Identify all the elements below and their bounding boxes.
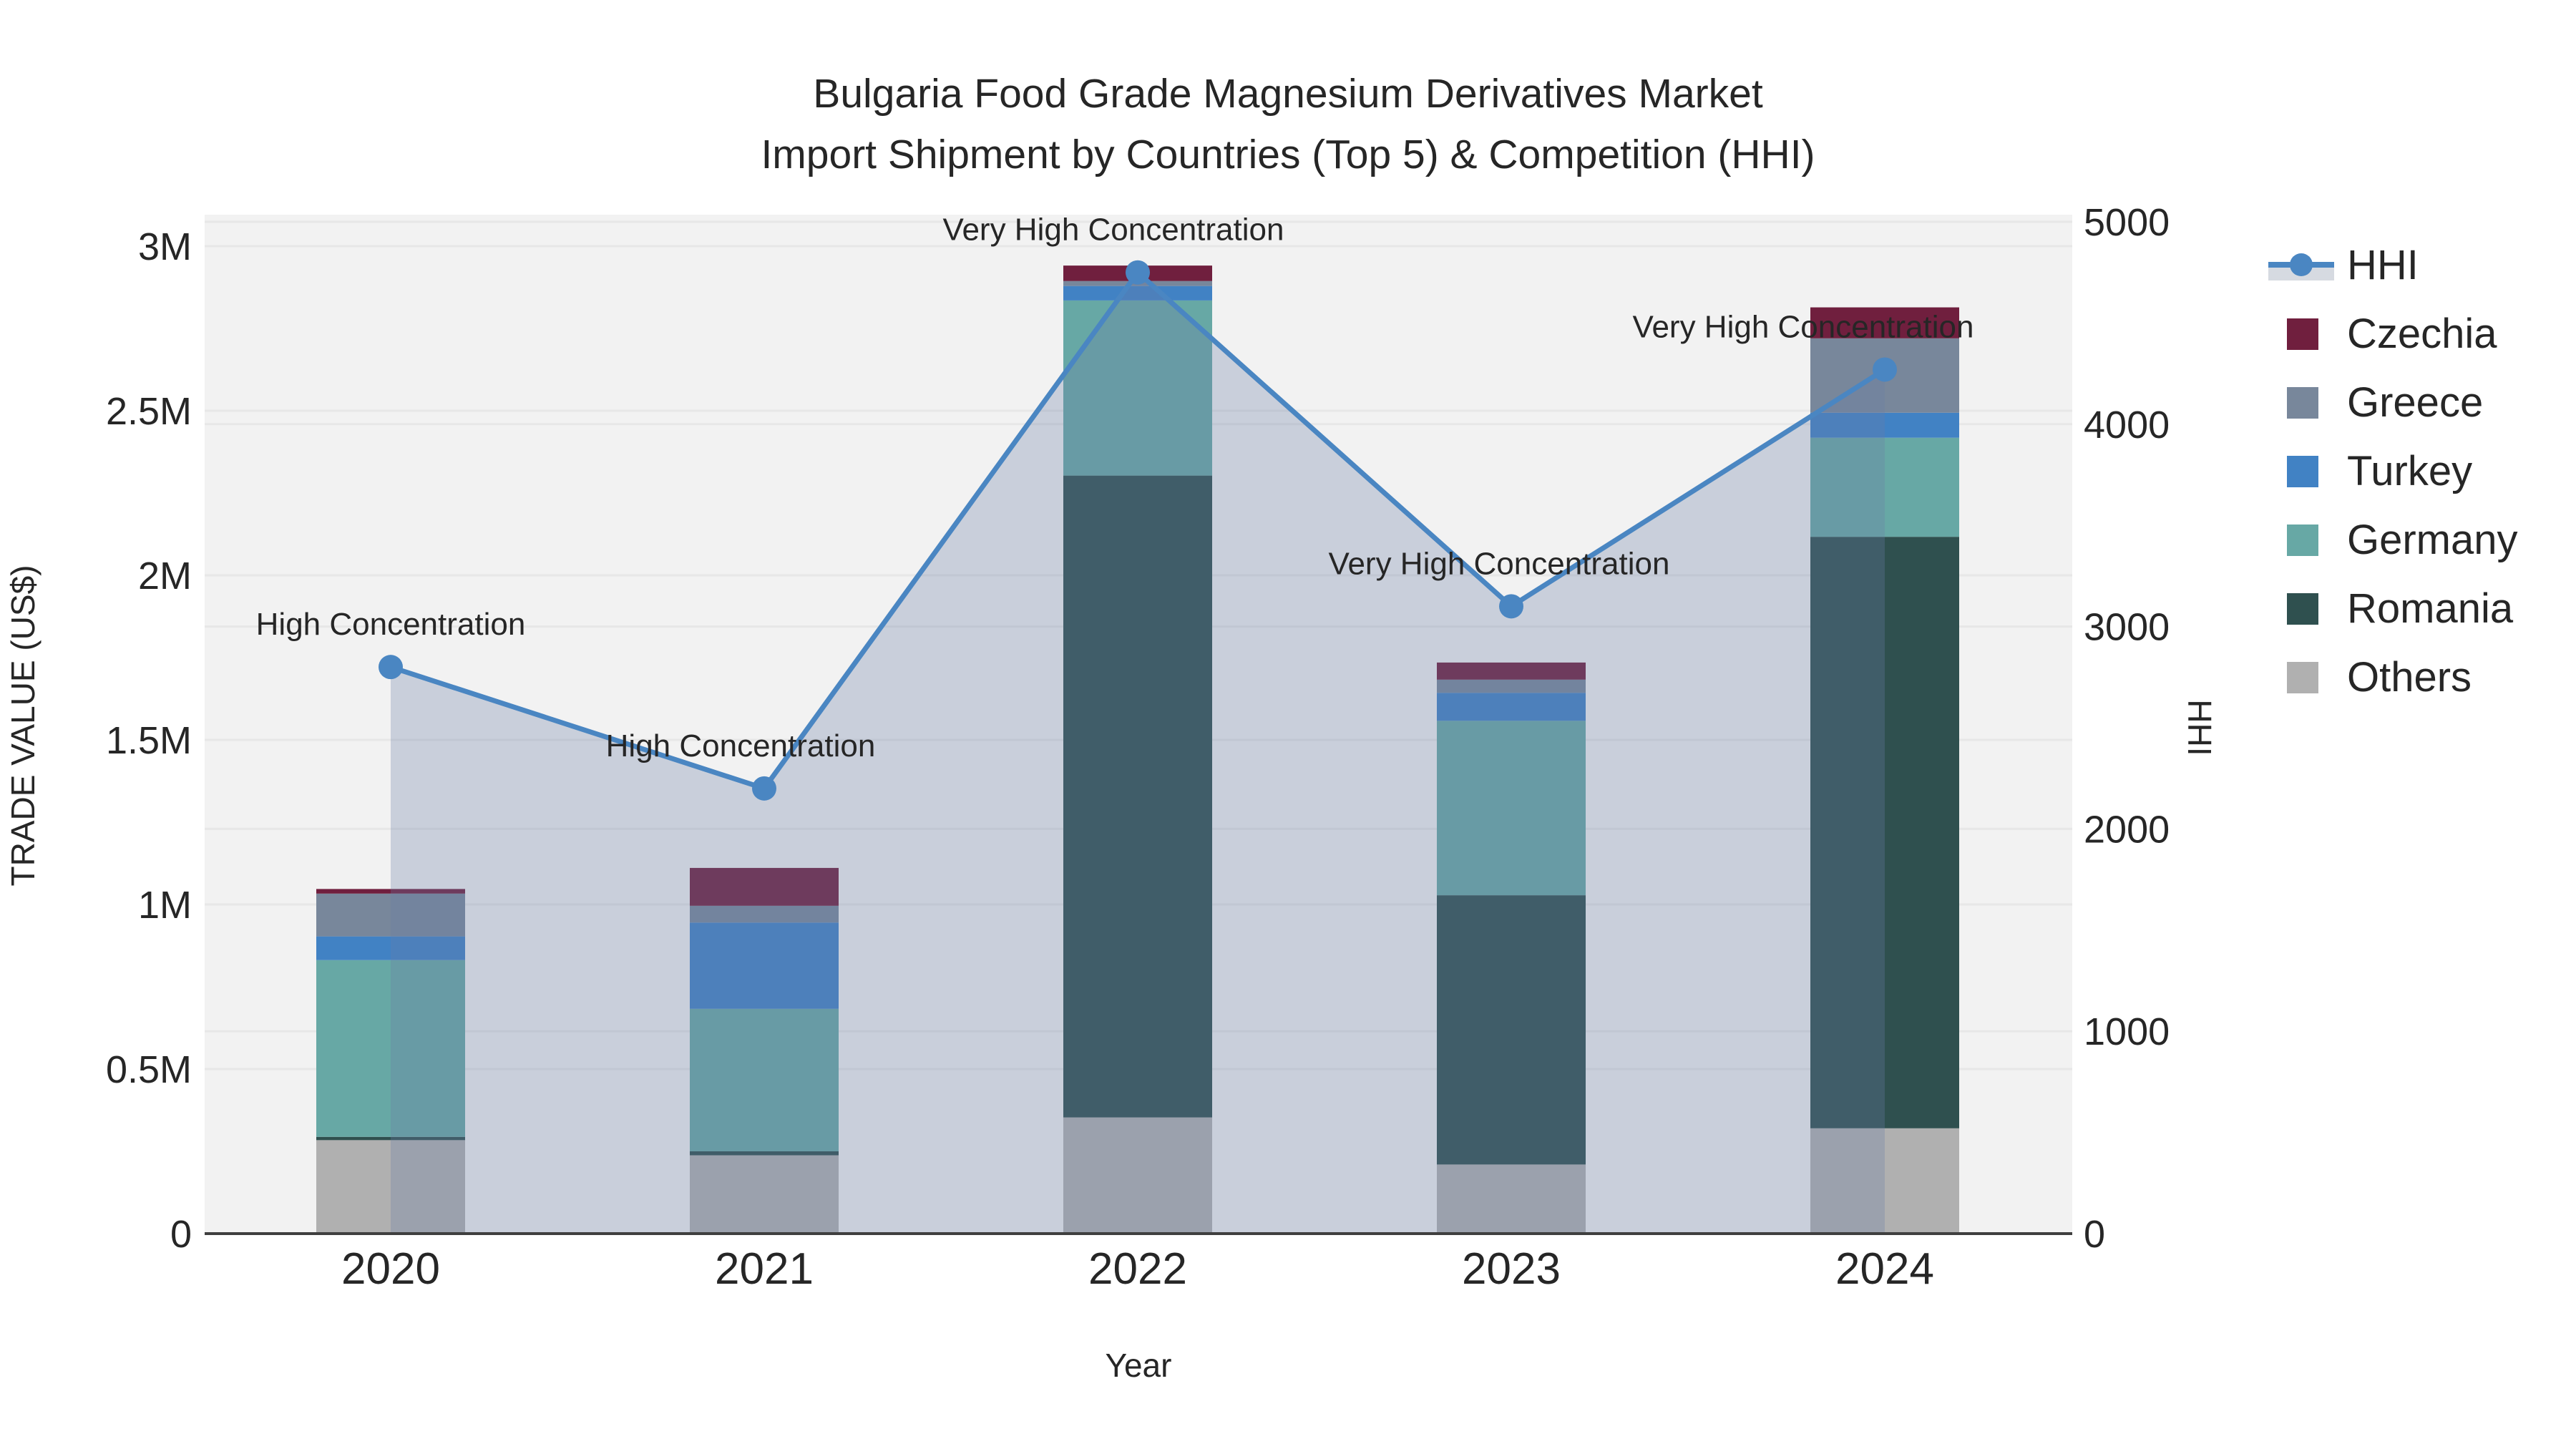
bar-segment-turkey-2022[interactable] xyxy=(1063,286,1212,301)
bar-2021 xyxy=(690,867,839,1234)
legend-label-romania: Romania xyxy=(2347,585,2514,632)
bar-segment-others-2020[interactable] xyxy=(316,1140,465,1234)
x-tick-label-2020: 2020 xyxy=(341,1244,440,1294)
bar-segment-others-2024[interactable] xyxy=(1810,1128,1959,1234)
legend-swatch-turkey xyxy=(2287,456,2318,487)
legend-swatch-romania xyxy=(2287,593,2318,625)
x-tick-label-2024: 2024 xyxy=(1835,1244,1934,1294)
legend-label-czechia: Czechia xyxy=(2347,311,2497,357)
bar-segment-germany-2021[interactable] xyxy=(690,1008,839,1151)
bar-segment-czechia-2021[interactable] xyxy=(690,867,839,906)
legend-item-czechia[interactable]: Czechia xyxy=(2287,311,2497,357)
annotation-2022: Very High Concentration xyxy=(943,213,1284,248)
x-tick-label-2023: 2023 xyxy=(1462,1244,1561,1294)
legend-label-germany: Germany xyxy=(2347,517,2518,563)
x-axis-title: Year xyxy=(1106,1347,1172,1384)
chart-title-line2: Import Shipment by Countries (Top 5) & C… xyxy=(761,132,1815,177)
y-right-tick-label: 5000 xyxy=(2084,201,2170,244)
bar-segment-turkey-2023[interactable] xyxy=(1437,693,1586,721)
y-left-tick-label: 0.5M xyxy=(106,1048,192,1091)
bar-segment-germany-2023[interactable] xyxy=(1437,721,1586,896)
y-left-tick-label: 2M xyxy=(138,555,192,597)
y-left-tick-label: 1M xyxy=(138,884,192,927)
bar-segment-turkey-2020[interactable] xyxy=(316,936,465,960)
x-tick-label-2021: 2021 xyxy=(715,1244,814,1294)
bar-segment-others-2022[interactable] xyxy=(1063,1117,1212,1234)
annotation-2023: Very High Concentration xyxy=(1329,546,1670,581)
bar-segment-turkey-2024[interactable] xyxy=(1810,412,1959,438)
bar-segment-romania-2022[interactable] xyxy=(1063,475,1212,1118)
legend-swatch-germany xyxy=(2287,525,2318,556)
hhi-area-polygon xyxy=(391,272,1885,1234)
annotations: High Concentration High Concentration Very… xyxy=(256,213,1974,763)
hhi-point-2021[interactable] xyxy=(752,776,776,801)
hhi-area-fill xyxy=(391,272,1885,1234)
legend-label-others: Others xyxy=(2347,654,2472,701)
y-right-tick-label: 3000 xyxy=(2084,606,2170,649)
y-right-tick-label: 0 xyxy=(2084,1213,2105,1256)
legend-item-others[interactable]: Others xyxy=(2287,654,2472,701)
y-left-axis-title: TRADE VALUE (US$) xyxy=(4,565,42,886)
y-right-axis-title: HHI xyxy=(2181,699,2218,756)
bar-2024 xyxy=(1810,307,1959,1234)
hhi-point-2024[interactable] xyxy=(1873,357,1897,382)
bar-segment-romania-2023[interactable] xyxy=(1437,895,1586,1165)
bar-segment-greece-2020[interactable] xyxy=(316,893,465,937)
bar-segment-germany-2020[interactable] xyxy=(316,960,465,1137)
y-right-tick-label: 4000 xyxy=(2084,404,2170,447)
x-tick-label-2022: 2022 xyxy=(1088,1244,1187,1294)
bar-segment-romania-2024[interactable] xyxy=(1810,537,1959,1128)
bar-segment-greece-2021[interactable] xyxy=(690,905,839,923)
legend-item-germany[interactable]: Germany xyxy=(2287,517,2518,563)
annotation-2021: High Concentration xyxy=(606,728,876,763)
bar-2023 xyxy=(1437,662,1586,1234)
y-left-tick-label: 0 xyxy=(170,1213,192,1256)
legend-hhi-marker-icon xyxy=(2290,253,2313,276)
legend-item-greece[interactable]: Greece xyxy=(2287,379,2483,426)
legend-label-greece: Greece xyxy=(2347,379,2483,426)
legend-item-hhi[interactable]: HHI xyxy=(2268,242,2419,288)
bar-segment-romania-2020[interactable] xyxy=(316,1136,465,1141)
bar-segment-turkey-2021[interactable] xyxy=(690,922,839,1009)
chart-title-line1: Bulgaria Food Grade Magnesium Derivative… xyxy=(813,71,1763,117)
stacked-bars xyxy=(316,265,1959,1234)
y-right-tick-label: 1000 xyxy=(2084,1010,2170,1053)
legend-swatch-others xyxy=(2287,662,2318,693)
hhi-markers xyxy=(379,260,1897,801)
hhi-point-2020[interactable] xyxy=(379,655,403,680)
legend: HHI Czechia Greece Turkey Germany Romania Othe… xyxy=(2268,242,2518,701)
annotation-2024: Very High Concentration xyxy=(1633,309,1974,344)
legend-label-hhi: HHI xyxy=(2347,242,2419,288)
bar-segment-others-2021[interactable] xyxy=(690,1155,839,1234)
legend-swatch-czechia xyxy=(2287,318,2318,350)
y-left-tick-label: 2.5M xyxy=(106,390,192,433)
hhi-point-2023[interactable] xyxy=(1499,594,1523,619)
bar-segment-czechia-2024[interactable] xyxy=(1810,307,1959,338)
y-right-tick-label: 2000 xyxy=(2084,808,2170,851)
bar-segment-others-2023[interactable] xyxy=(1437,1164,1586,1234)
legend-item-romania[interactable]: Romania xyxy=(2287,585,2514,632)
legend-swatch-greece xyxy=(2287,387,2318,419)
legend-label-turkey: Turkey xyxy=(2347,448,2472,494)
bar-segment-romania-2021[interactable] xyxy=(690,1151,839,1156)
axes: 0 0.5M 1M 1.5M 2M 2.5M 3M 0 1000 2000 3000 4000 5000… xyxy=(106,201,2170,1294)
bar-2022 xyxy=(1063,265,1212,1234)
bar-segment-czechia-2023[interactable] xyxy=(1437,662,1586,680)
bar-segment-germany-2024[interactable] xyxy=(1810,437,1959,537)
annotation-2020: High Concentration xyxy=(256,607,526,642)
y-left-tick-label: 1.5M xyxy=(106,719,192,762)
bar-segment-greece-2023[interactable] xyxy=(1437,679,1586,693)
bar-2020 xyxy=(316,889,465,1234)
bar-segment-germany-2022[interactable] xyxy=(1063,300,1212,476)
hhi-point-2022[interactable] xyxy=(1126,260,1150,285)
bar-segment-czechia-2020[interactable] xyxy=(316,889,465,894)
y-left-tick-label: 3M xyxy=(138,225,192,268)
legend-item-turkey[interactable]: Turkey xyxy=(2287,448,2472,494)
